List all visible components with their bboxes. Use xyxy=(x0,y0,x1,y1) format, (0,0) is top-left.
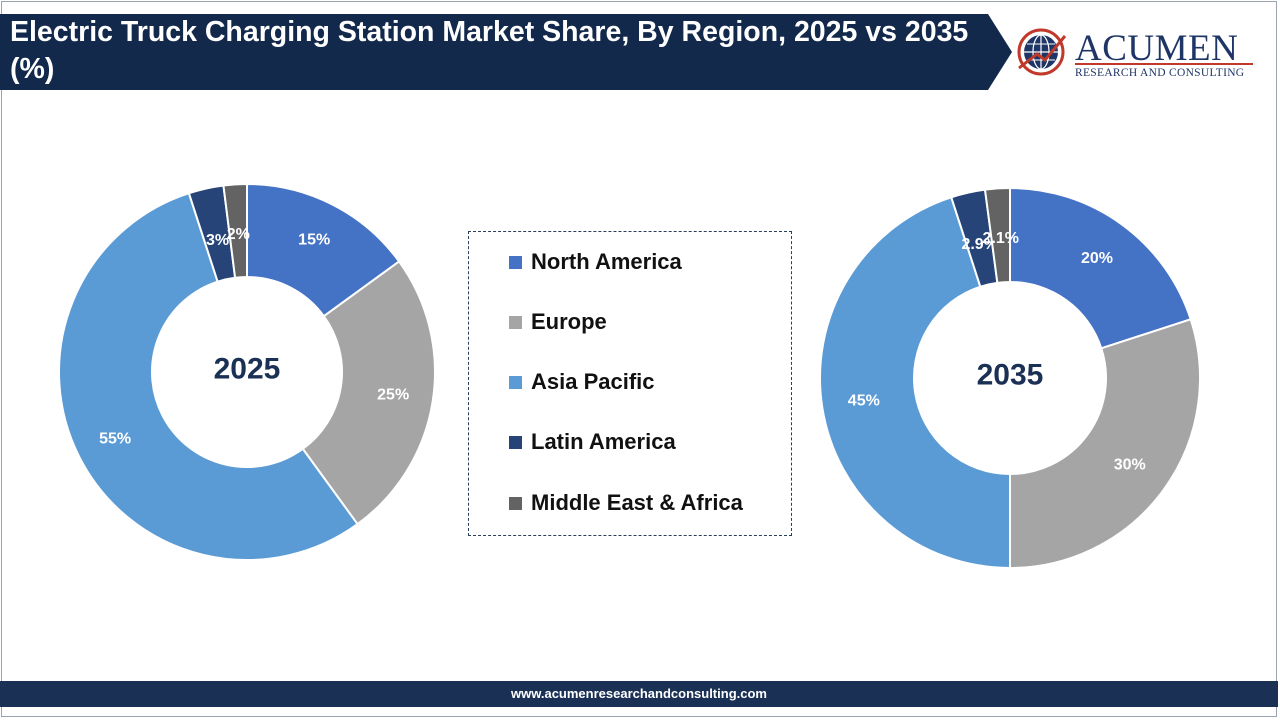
logo-divider xyxy=(1075,63,1253,65)
legend-item-middle-east-africa: Middle East & Africa xyxy=(509,489,743,517)
donut-charts: 15% 25% 55% 3%2% 2025 20% 30% 45% 2.9%2.1% 2035 xyxy=(58,182,1201,570)
donut-chart-2025: 15% 25% 55% 3%2% 2025 xyxy=(58,182,436,561)
slice-middle-east-and-africa xyxy=(222,182,248,279)
data-label-middle-east-and-africa: 2% xyxy=(227,226,250,243)
slice-asia-pacific xyxy=(58,191,359,561)
legend-label: Asia Pacific xyxy=(531,369,655,394)
legend-label: North America xyxy=(531,249,682,274)
data-label-europe: 30% xyxy=(1114,456,1146,473)
legend-label: Europe xyxy=(531,309,607,334)
legend-item-latin-america: Latin America xyxy=(509,428,676,456)
data-label-europe: 25% xyxy=(377,387,409,404)
legend-swatch xyxy=(509,375,522,389)
slice-europe xyxy=(1009,318,1201,570)
legend-swatch xyxy=(509,496,522,510)
data-label-asia-pacific: 45% xyxy=(848,393,880,410)
legend-item-europe: Europe xyxy=(509,308,607,336)
center-label: 2035 xyxy=(977,359,1044,392)
data-label-latin-america: 2.9% xyxy=(961,236,997,253)
donut-chart-2035: 20% 30% 45% 2.9%2.1% 2035 xyxy=(819,186,1201,570)
company-logo: ACUMEN RESEARCH AND CONSULTING xyxy=(1015,22,1265,82)
legend-swatch xyxy=(509,315,522,329)
data-label-north-america: 15% xyxy=(298,232,330,249)
logo-name: ACUMEN xyxy=(1075,28,1239,69)
title-banner xyxy=(0,14,1012,90)
footer-url[interactable]: www.acumenresearchandconsulting.com xyxy=(511,686,767,701)
legend: North America Europe Asia Pacific Latin … xyxy=(468,231,792,536)
slice-middle-east-and-africa xyxy=(983,186,1011,284)
slice-north-america xyxy=(1009,186,1192,350)
legend-swatch xyxy=(509,435,522,449)
data-label-north-america: 20% xyxy=(1081,250,1113,267)
legend-swatch xyxy=(509,255,522,269)
data-label-middle-east-and-africa: 2.1% xyxy=(983,230,1019,247)
legend-label: Latin America xyxy=(531,429,676,454)
legend-item-asia-pacific: Asia Pacific xyxy=(509,368,655,396)
center-label: 2025 xyxy=(214,353,281,386)
footer-bar: www.acumenresearchandconsulting.com xyxy=(0,681,1278,707)
legend-item-north-america: North America xyxy=(509,248,682,276)
data-label-asia-pacific: 55% xyxy=(99,431,131,448)
chart-title: Electric Truck Charging Station Market S… xyxy=(10,16,969,85)
slice-europe xyxy=(301,260,436,526)
legend-label: Middle East & Africa xyxy=(531,490,743,515)
globe-icon xyxy=(1017,28,1067,76)
slice-asia-pacific xyxy=(819,196,1011,570)
logo-tagline: RESEARCH AND CONSULTING xyxy=(1075,67,1245,79)
data-label-latin-america: 3% xyxy=(206,232,229,249)
